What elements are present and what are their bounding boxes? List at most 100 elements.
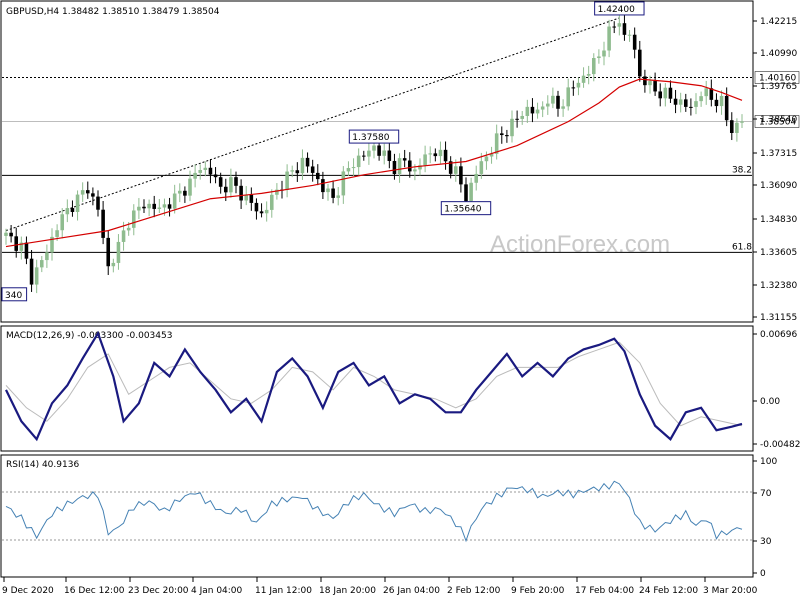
candle-body	[45, 252, 49, 261]
candle-body	[29, 258, 34, 285]
candle-body	[346, 168, 351, 172]
candle-body	[709, 88, 714, 100]
candle-body	[249, 194, 254, 203]
price-tag-box-3	[1, 287, 28, 302]
price-ytick-7: 1.33605	[760, 248, 797, 258]
candle-body	[658, 91, 663, 99]
price-tag-0: 1.42400	[598, 5, 635, 15]
price-ytick-2: 1.39765	[760, 82, 797, 92]
rsi-line	[5, 480, 743, 543]
candle-body	[683, 99, 688, 107]
candle-body	[729, 120, 734, 133]
candle-body	[377, 145, 381, 156]
x-tick-5: 18 Jan 20:00	[319, 586, 376, 596]
price-tag-box-1	[348, 129, 400, 144]
candle-body	[653, 81, 657, 92]
level-tag-box-0	[754, 71, 800, 84]
price-ytick-4: 1.37315	[760, 149, 797, 159]
candle-body	[591, 58, 596, 75]
candle-body	[423, 154, 427, 166]
candle-body	[351, 167, 356, 169]
candle-body	[326, 188, 330, 193]
candle-body	[229, 177, 233, 193]
x-tick-6: 26 Jan 04:00	[383, 586, 440, 596]
ema-line	[5, 78, 743, 248]
candle-body	[321, 179, 325, 193]
candle-body	[80, 190, 85, 195]
candle-body	[622, 23, 627, 35]
candle-body	[203, 167, 208, 171]
rsi-ytick-0: 100	[760, 457, 777, 467]
level-tag-box-1	[754, 115, 800, 128]
macd-panel-title: MACD(12,26,9) -0.003300 -0.003453	[6, 331, 172, 341]
price-tag-3: 340	[5, 291, 22, 301]
candle-body	[177, 190, 182, 194]
candle-body	[474, 173, 479, 183]
trendline	[5, 17, 620, 232]
candle-body	[208, 167, 213, 175]
candle-body	[218, 177, 223, 187]
candle-body	[556, 95, 560, 109]
candle-body	[387, 150, 392, 161]
candle-body	[586, 74, 591, 76]
price-tag-1: 1.37580	[352, 133, 389, 143]
candle-body	[663, 87, 668, 99]
candle-body	[341, 171, 346, 196]
x-tick-7: 2 Feb 12:00	[447, 586, 501, 596]
candle-body	[643, 76, 647, 86]
candle-body	[188, 178, 192, 196]
watermark: ActionForex.com	[490, 231, 670, 258]
candle-body	[632, 34, 637, 50]
candle-body	[602, 50, 606, 57]
candle-body	[520, 115, 525, 119]
candle-body	[678, 99, 683, 105]
candle-body	[24, 242, 29, 259]
candle-body	[397, 158, 402, 175]
candle-body	[438, 149, 443, 157]
candle-body	[525, 106, 530, 116]
candle-body	[612, 26, 617, 28]
candle-body	[336, 195, 341, 198]
candle-body	[300, 157, 305, 174]
candle-body	[372, 145, 376, 151]
candle-body	[198, 170, 203, 173]
candle-body	[75, 194, 80, 212]
candle-body	[561, 106, 565, 109]
candle-body	[152, 203, 157, 209]
candle-body	[382, 150, 387, 156]
candle-body	[413, 169, 417, 172]
candle-body	[285, 171, 289, 190]
candle-body	[264, 209, 269, 214]
x-tick-3: 4 Jan 04:00	[191, 586, 243, 596]
candle-body	[39, 260, 44, 268]
candle-body	[305, 157, 310, 167]
candle-body	[459, 166, 463, 185]
candle-body	[315, 172, 320, 180]
macd-panel: MACD(12,26,9) -0.003300 -0.003453 0.0069…	[0, 325, 800, 452]
macd-signal-line	[5, 341, 743, 427]
candle-body	[116, 241, 121, 263]
rsi-panel-title: RSI(14) 40.9136	[6, 460, 79, 470]
x-tick-11: 3 Mar 20:00	[703, 586, 758, 596]
candle-body	[275, 189, 279, 195]
candle-body	[106, 237, 111, 267]
candle-body	[137, 206, 141, 211]
fib-label-3: 61.8	[732, 242, 752, 252]
candle-body	[295, 170, 300, 174]
x-tick-0: 9 Dec 2020	[2, 586, 54, 596]
x-tick-9: 17 Feb 04:00	[575, 586, 634, 596]
candle-body	[101, 209, 105, 238]
level-tag-0: 1.40160	[759, 73, 796, 83]
candle-body	[576, 82, 581, 88]
candle-body	[121, 230, 126, 242]
candle-body	[494, 133, 499, 154]
candle-body	[433, 153, 438, 157]
candle-body	[126, 227, 131, 231]
candle-body	[131, 210, 136, 228]
x-tick-10: 24 Feb 12:00	[639, 586, 698, 596]
candle-body	[167, 204, 172, 209]
candle-body	[19, 242, 24, 251]
candle-body	[96, 196, 100, 210]
price-ytick-8: 1.32380	[760, 281, 797, 291]
price-tag-box-0	[594, 1, 645, 16]
